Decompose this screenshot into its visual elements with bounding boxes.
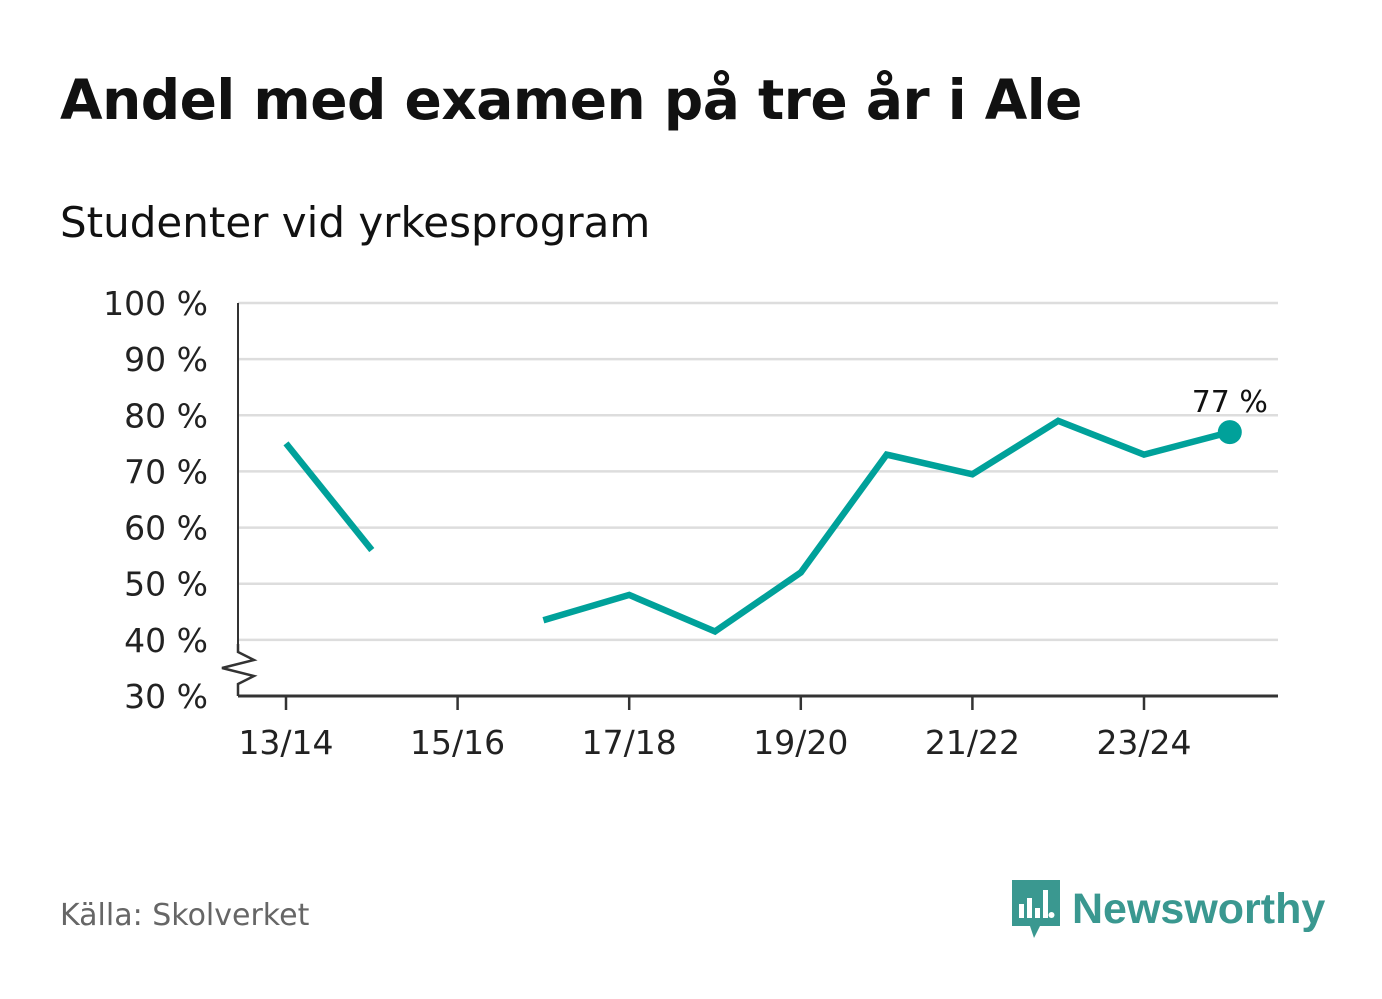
value-label: 77 % — [1192, 385, 1268, 420]
series-line — [283, 441, 375, 553]
newsworthy-logo-icon — [1012, 880, 1060, 938]
y-tick-label: 70 % — [124, 452, 208, 491]
x-tick-label: 17/18 — [582, 723, 677, 762]
chart-title: Andel med examen på tre år i Ale — [60, 68, 1082, 132]
x-axis: 13/14 15/16 17/18 19/20 21/22 23/24 — [238, 694, 1278, 762]
x-tick-label: 21/22 — [925, 723, 1020, 762]
y-tick-label: 80 % — [124, 396, 208, 435]
y-tick-label: 40 % — [124, 621, 208, 660]
annotations: 77 % — [1192, 385, 1268, 445]
y-tick-label: 100 % — [103, 284, 208, 323]
end-point-marker — [1217, 420, 1242, 445]
brand-logo: Newsworthy — [1010, 878, 1325, 940]
x-tick-label: 23/24 — [1096, 723, 1191, 762]
source-note: Källa: Skolverket — [60, 898, 310, 933]
y-tick-label: 50 % — [124, 565, 208, 604]
y-axis-break-marker — [221, 644, 258, 696]
y-tick-label: 90 % — [124, 340, 208, 379]
x-tick-label: 15/16 — [410, 723, 505, 762]
brand-name: Newsworthy — [1072, 884, 1326, 933]
gridlines — [238, 301, 1278, 642]
y-axis: 30 % 40 % 50 % 60 % 70 % 80 % 90 % 100 % — [103, 284, 258, 716]
x-tick-label: 19/20 — [753, 723, 848, 762]
x-tick-label: 13/14 — [238, 723, 333, 762]
series-group — [283, 417, 1231, 636]
chart-subtitle: Studenter vid yrkesprogram — [60, 198, 651, 247]
y-tick-label: 30 % — [124, 677, 208, 716]
series-line — [542, 417, 1231, 636]
y-tick-label: 60 % — [124, 509, 208, 548]
